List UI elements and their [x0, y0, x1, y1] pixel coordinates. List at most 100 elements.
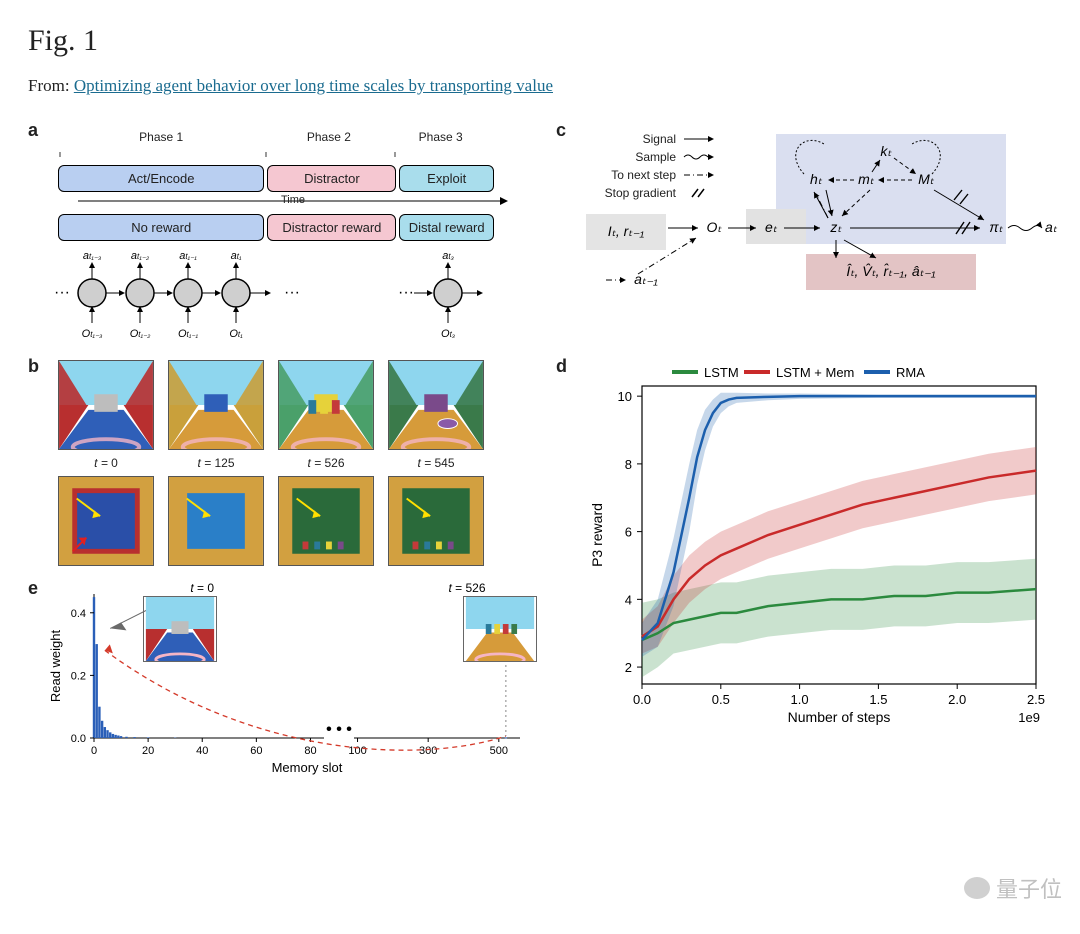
panel-b-label: b [28, 356, 39, 377]
svg-text:0.4: 0.4 [71, 608, 86, 620]
topdown-thumbnail [278, 476, 374, 566]
time-label: t = 545 [388, 456, 484, 470]
env-thumbnail [168, 360, 264, 450]
from-prefix: From: [28, 76, 74, 95]
svg-text:Ot₁₋₃: Ot₁₋₃ [82, 328, 103, 340]
panel-c: c SignalSampleTo next stepStop gradient … [556, 120, 1076, 344]
svg-text:• • •: • • • [326, 721, 352, 738]
panel-d-label: d [556, 356, 567, 377]
svg-text:Ot₁: Ot₁ [229, 328, 243, 340]
inset-thumb-0 [143, 596, 217, 662]
svg-text:0: 0 [91, 745, 97, 757]
svg-text:10: 10 [618, 389, 632, 404]
svg-text:zₜ: zₜ [829, 219, 842, 235]
panel-e: e • • •0.00.20.4020406080100300500Memory… [28, 578, 528, 781]
svg-text:1e9: 1e9 [1018, 710, 1040, 725]
svg-text:2.0: 2.0 [948, 692, 966, 707]
svg-text:aₜ: aₜ [1045, 219, 1058, 235]
svg-text:300: 300 [419, 745, 437, 757]
phase-top-1: Distractor [267, 165, 396, 192]
inset-thumb-1 [463, 596, 537, 662]
svg-text:40: 40 [196, 745, 208, 757]
read-weight-chart: • • •0.00.20.4020406080100300500Memory s… [48, 578, 528, 778]
from-line: From: Optimizing agent behavior over lon… [28, 76, 1052, 96]
panel-b: b [28, 356, 528, 566]
legend-item-0: Signal [586, 130, 716, 148]
svg-text:0.5: 0.5 [712, 692, 730, 707]
svg-text:80: 80 [304, 745, 316, 757]
svg-text:2: 2 [625, 660, 632, 675]
wechat-icon [964, 877, 990, 899]
phase-top-0: Act/Encode [58, 165, 264, 192]
svg-text:Ot₃: Ot₃ [441, 328, 455, 340]
phase-top-2: Exploit [399, 165, 494, 192]
svg-text:Ot₁₋₂: Ot₁₋₂ [130, 328, 151, 340]
svg-text:0.2: 0.2 [71, 670, 86, 682]
svg-text:2.5: 2.5 [1027, 692, 1045, 707]
time-arrow: Time [58, 192, 528, 210]
phase-header-1: Phase 2 [264, 128, 393, 146]
phase-bottom-1: Distractor reward [267, 214, 396, 241]
svg-text:at₃: at₃ [442, 250, 454, 262]
watermark-text: 量子位 [996, 872, 1062, 904]
svg-text:kₜ: kₜ [880, 143, 892, 159]
panel-a: a Phase 1 Phase 2 Phase 3 Act/EncodeDist… [28, 120, 528, 344]
svg-text:500: 500 [490, 745, 508, 757]
svg-text:6: 6 [625, 525, 632, 540]
topdown-thumbnail [388, 476, 484, 566]
svg-text:···: ··· [398, 284, 414, 301]
env-thumbnail [58, 360, 154, 450]
svg-text:Memory slot: Memory slot [272, 760, 343, 775]
svg-text:hₜ: hₜ [810, 171, 823, 187]
svg-text:P3 reward: P3 reward [589, 503, 605, 567]
phase-bottom-0: No reward [58, 214, 264, 241]
svg-text:0.0: 0.0 [71, 733, 86, 745]
svg-text:πₜ: πₜ [989, 219, 1003, 235]
svg-text:Oₜ: Oₜ [706, 219, 722, 235]
svg-text:1.5: 1.5 [869, 692, 887, 707]
svg-text:eₜ: eₜ [765, 219, 778, 235]
svg-text:100: 100 [348, 745, 366, 757]
svg-text:RMA: RMA [896, 365, 925, 380]
figure-title: Fig. 1 [28, 24, 1052, 58]
env-thumbnail [278, 360, 374, 450]
learning-curve-chart: 0.00.51.01.52.02.5246810Number of steps1… [586, 356, 1046, 736]
svg-text:t = 0: t = 0 [190, 581, 214, 595]
panel-d: d 0.00.51.01.52.02.5246810Number of step… [556, 356, 1076, 781]
svg-text:Ot₁₋₁: Ot₁₋₁ [178, 328, 199, 340]
time-label: Time [281, 194, 305, 206]
svg-text:t = 526: t = 526 [448, 581, 485, 595]
svg-text:Read weight: Read weight [48, 629, 63, 702]
watermark: 量子位 [964, 872, 1062, 904]
panel-a-label: a [28, 120, 38, 141]
svg-text:at₁: at₁ [231, 250, 242, 262]
phase-header-2: Phase 3 [393, 128, 488, 146]
svg-text:LSTM: LSTM [704, 365, 739, 380]
topdown-thumbnail [58, 476, 154, 566]
panel-c-label: c [556, 120, 566, 141]
svg-text:Number of steps: Number of steps [788, 709, 891, 725]
phase-header-0: Phase 1 [58, 128, 264, 146]
svg-text:Iₜ, rₜ₋₁: Iₜ, rₜ₋₁ [608, 223, 645, 239]
svg-text:mₜ: mₜ [858, 171, 875, 187]
svg-text:Îₜ, V̂ₜ, r̂ₜ₋₁, âₜ₋₁: Îₜ, V̂ₜ, r̂ₜ₋₁, âₜ₋₁ [846, 262, 936, 279]
svg-text:at₁₋₃: at₁₋₃ [83, 250, 101, 262]
time-label: t = 0 [58, 456, 154, 470]
source-link[interactable]: Optimizing agent behavior over long time… [74, 76, 553, 95]
svg-text:20: 20 [142, 745, 154, 757]
legend-item-2: To next step [586, 166, 716, 184]
svg-text:1.0: 1.0 [791, 692, 809, 707]
figure-grid: a Phase 1 Phase 2 Phase 3 Act/EncodeDist… [28, 120, 1052, 781]
time-label: t = 526 [278, 456, 374, 470]
svg-text:LSTM + Mem: LSTM + Mem [776, 365, 854, 380]
state-chain: ···at₁₋₃Ot₁₋₃at₁₋₂Ot₁₋₂at₁₋₁Ot₁₋₁at₁Ot₁·… [48, 241, 508, 341]
panel-c-legend: SignalSampleTo next stepStop gradient [586, 130, 716, 202]
env-thumbnail [388, 360, 484, 450]
svg-text:at₁₋₁: at₁₋₁ [179, 250, 197, 262]
legend-item-3: Stop gradient [586, 184, 716, 202]
phase-bottom-2: Distal reward [399, 214, 494, 241]
svg-text:0.0: 0.0 [633, 692, 651, 707]
thumbnail-grid: t = 0 t = 125 t = 526 t = 545 [58, 360, 528, 566]
svg-text:8: 8 [625, 457, 632, 472]
time-label: t = 125 [168, 456, 264, 470]
